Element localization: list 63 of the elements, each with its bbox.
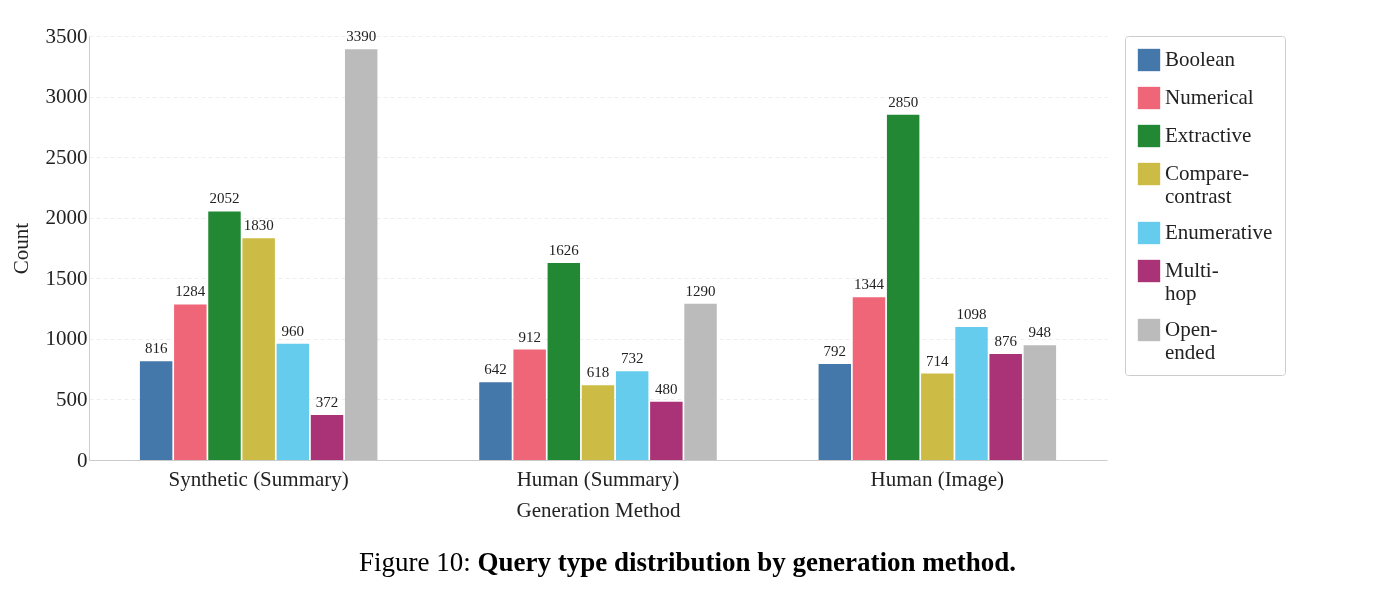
- data-label: 1344: [853, 276, 885, 293]
- legend-label: Open-ended: [1165, 317, 1218, 364]
- legend-label: Multi-hop: [1165, 258, 1219, 305]
- bar: [547, 263, 581, 460]
- legend-label: Boolean: [1165, 47, 1236, 71]
- data-label: 642: [484, 361, 507, 378]
- data-label: 3390: [346, 28, 377, 45]
- bar: [818, 364, 852, 460]
- bar: [650, 401, 683, 460]
- x-tick-label: Synthetic (Summary): [168, 466, 349, 491]
- legend-label: Numerical: [1165, 85, 1254, 109]
- bar: [139, 361, 173, 460]
- y-tick-label: 3500: [45, 23, 88, 48]
- legend-label: Compare-contrast: [1165, 161, 1249, 208]
- x-tick-label: Human (Summary): [516, 466, 680, 491]
- bar: [276, 343, 310, 460]
- bar: [344, 49, 378, 460]
- y-tick-label: 2000: [45, 205, 88, 230]
- legend-label: Enumerative: [1165, 220, 1273, 244]
- data-label: 1626: [548, 242, 580, 259]
- y-tick-label: 3000: [45, 84, 88, 109]
- bar: [581, 385, 615, 460]
- y-tick-label: 1500: [45, 265, 88, 290]
- bar: [615, 371, 649, 460]
- data-label: 1830: [243, 217, 274, 234]
- bar: [242, 238, 275, 460]
- data-label: 2850: [888, 93, 919, 110]
- y-axis-title: Count: [8, 222, 33, 275]
- data-label: 960: [281, 322, 305, 339]
- bar: [955, 326, 988, 460]
- data-label: 714: [926, 352, 950, 369]
- caption: Figure 10: Query type distribution by generation method.: [358, 547, 1017, 578]
- y-tick-label: 0: [77, 447, 88, 472]
- data-label: 480: [655, 380, 678, 397]
- legend-label: Extractive: [1165, 123, 1252, 147]
- bar: [852, 297, 886, 460]
- data-label: 1098: [956, 305, 987, 322]
- bar: [479, 382, 512, 460]
- bar: [886, 114, 920, 460]
- bar: [513, 349, 546, 460]
- bar: [208, 211, 241, 460]
- data-label: 948: [1028, 324, 1052, 341]
- bar: [174, 304, 207, 460]
- bar: [989, 353, 1022, 460]
- data-label: 372: [315, 393, 339, 410]
- data-label: 876: [994, 332, 1018, 349]
- data-label: 816: [144, 340, 168, 357]
- y-tick-label: 1000: [45, 326, 88, 351]
- data-label: 912: [518, 328, 541, 345]
- bar: [684, 303, 717, 460]
- bar: [1023, 345, 1057, 460]
- y-tick-label: 2500: [45, 144, 88, 169]
- data-label: 1290: [685, 282, 716, 299]
- data-label: 1284: [175, 283, 206, 300]
- x-tick-label: Human (Image): [870, 466, 1005, 491]
- data-label: 732: [620, 350, 644, 367]
- data-label: 618: [586, 364, 610, 381]
- bar: [921, 373, 954, 460]
- data-label: 2052: [209, 190, 240, 207]
- bar: [310, 414, 344, 460]
- x-axis-title: Generation Method: [516, 497, 681, 522]
- data-label: 792: [823, 343, 847, 360]
- y-tick-label: 500: [56, 386, 88, 411]
